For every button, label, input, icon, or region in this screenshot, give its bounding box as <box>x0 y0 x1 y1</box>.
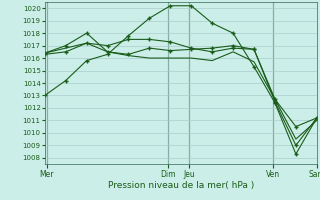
X-axis label: Pression niveau de la mer( hPa ): Pression niveau de la mer( hPa ) <box>108 181 254 190</box>
